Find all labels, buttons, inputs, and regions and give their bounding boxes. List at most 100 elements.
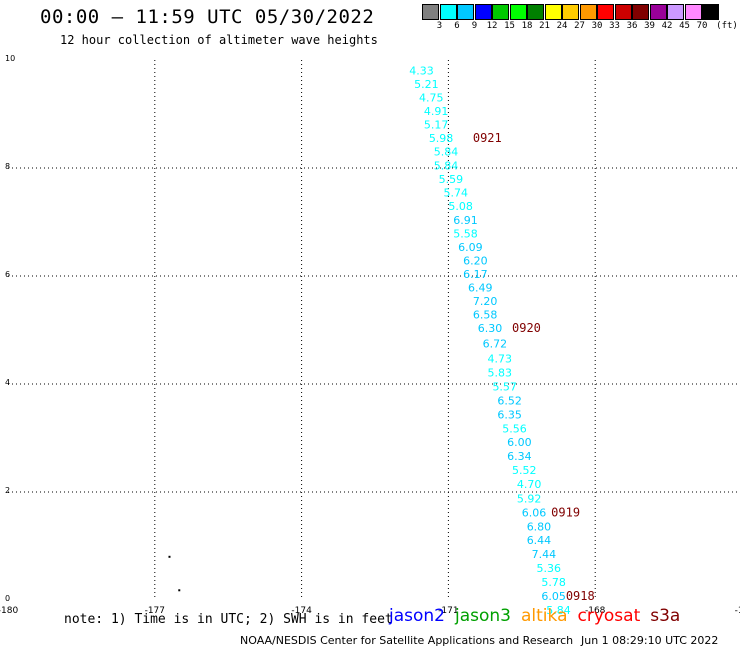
swh-value-label: 6.09	[458, 241, 483, 254]
swh-value-label: 5.56	[502, 423, 527, 436]
scale-swatch	[614, 4, 632, 20]
swh-value-label: 6.30	[478, 322, 503, 335]
swh-value-label: 6.17	[463, 268, 488, 281]
swh-value-label: 5.92	[551, 618, 576, 620]
swh-value-label: 6.06	[522, 506, 547, 519]
swh-value-label: 6.05	[541, 590, 566, 603]
swh-value-label: 5.59	[439, 173, 464, 186]
scale-swatch	[649, 4, 667, 20]
wave-height-map: -180-177-174-171-168-1602468104.335.214.…	[0, 54, 740, 620]
scale-label: 39	[644, 21, 655, 31]
swh-value-label: 5.92	[517, 492, 542, 505]
swh-value-label: 6.80	[527, 520, 552, 533]
land-dot	[168, 555, 171, 558]
scale-label: 27	[574, 21, 585, 31]
page-subtitle: 12 hour collection of altimeter wave hei…	[60, 33, 378, 47]
legend-item-s3a: s3a	[650, 606, 681, 626]
swh-value-label: 5.78	[541, 576, 566, 589]
land-dot	[178, 589, 181, 592]
swh-value-label: 4.75	[419, 92, 444, 105]
y-tick-label: 0	[5, 594, 10, 603]
scale-label: 42	[661, 21, 673, 31]
scale-swatch	[702, 4, 719, 20]
legend-item-cryosat: cryosat	[577, 606, 641, 626]
units-note: note: 1) Time is in UTC; 2) SWH is in fe…	[64, 612, 393, 627]
generated-timestamp: Jun 1 08:29:10 UTC 2022	[581, 634, 719, 647]
swh-value-label: 5.57	[492, 380, 517, 393]
swh-value-label: 5.21	[414, 78, 439, 91]
scale-swatch	[509, 4, 527, 20]
scale-unit: (ft)	[716, 21, 738, 31]
swh-value-label: 4.33	[409, 65, 434, 78]
swh-value-label: 6.72	[483, 337, 508, 350]
scale-swatch	[579, 4, 597, 20]
time-label: 0918	[566, 589, 595, 603]
scale-label: 30	[591, 21, 603, 31]
scale-swatch	[527, 4, 544, 20]
swh-value-label: 5.83	[488, 366, 512, 379]
scale-swatch	[544, 4, 562, 20]
x-tick-label: -171	[438, 606, 458, 616]
scale-swatch	[422, 4, 439, 20]
satellite-legend: jason2 jason3 altika cryosat s3a	[389, 606, 690, 626]
scale-label: 18	[521, 21, 533, 31]
scale-swatch	[492, 4, 509, 20]
swh-value-label: 6.58	[473, 309, 498, 322]
scale-label: 24	[556, 21, 568, 31]
scale-label: 21	[539, 21, 550, 31]
time-label: 0920	[512, 321, 541, 335]
y-tick-label: 4	[5, 378, 10, 387]
scale-swatch	[632, 4, 649, 20]
swh-value-label: 6.91	[453, 214, 478, 227]
scale-label: 33	[609, 21, 620, 31]
x-tick-label: -168	[585, 606, 606, 616]
legend-item-jason2: jason2	[389, 606, 445, 626]
swh-value-label: 6.49	[468, 282, 493, 295]
scale-label: 36	[626, 21, 638, 31]
scale-label: 6	[454, 21, 460, 31]
legend-item-jason3: jason3	[455, 606, 511, 626]
scale-swatch	[684, 4, 702, 20]
scale-label: 70	[696, 21, 708, 31]
y-tick-label: 10	[5, 54, 15, 63]
time-label: 0921	[473, 131, 502, 145]
scale-label: 15	[504, 21, 515, 31]
scale-label: 9	[471, 21, 478, 31]
swh-value-label: 6.44	[527, 534, 552, 547]
swh-value-label: 5.74	[444, 187, 469, 200]
swh-value-label: 5.52	[512, 464, 537, 477]
x-tick-label: -180	[0, 606, 18, 616]
swh-value-label: 5.08	[448, 200, 473, 213]
x-tick-label: -16	[735, 606, 740, 616]
swh-value-label: 5.17	[424, 119, 449, 132]
scale-label: 12	[486, 21, 498, 31]
swh-value-label: 6.00	[507, 436, 532, 449]
legend-item-altika: altika	[521, 606, 568, 626]
scale-swatch	[474, 4, 492, 20]
swh-value-label: 5.98	[429, 132, 454, 145]
swh-value-label: 6.52	[497, 395, 522, 408]
swh-value-label: 5.84	[546, 604, 571, 617]
swh-value-label: 5.36	[536, 562, 561, 575]
scale-swatch	[597, 4, 614, 20]
scale-swatch	[667, 4, 684, 20]
x-tick-label: -174	[291, 606, 312, 616]
scale-swatch	[562, 4, 579, 20]
swh-value-label: 4.70	[517, 478, 542, 491]
scale-label: 45	[679, 21, 690, 31]
swh-value-label: 4.91	[424, 105, 449, 118]
time-label: 0919	[551, 505, 580, 519]
swh-value-label: 7.20	[473, 295, 498, 308]
swh-value-label: 6.35	[497, 409, 522, 422]
swh-value-label: 6.20	[463, 255, 488, 268]
scale-swatch	[457, 4, 474, 20]
page-title: 00:00 – 11:59 UTC 05/30/2022	[40, 6, 375, 28]
swh-value-label: 5.84	[434, 160, 459, 173]
swh-value-label: 6.34	[507, 450, 532, 463]
swh-value-label: 7.44	[532, 548, 557, 561]
y-tick-label: 6	[5, 270, 10, 279]
y-tick-label: 2	[5, 486, 10, 495]
scale-label: 3	[436, 21, 443, 31]
y-tick-label: 8	[5, 162, 10, 171]
swh-value-label: 4.73	[488, 352, 512, 365]
